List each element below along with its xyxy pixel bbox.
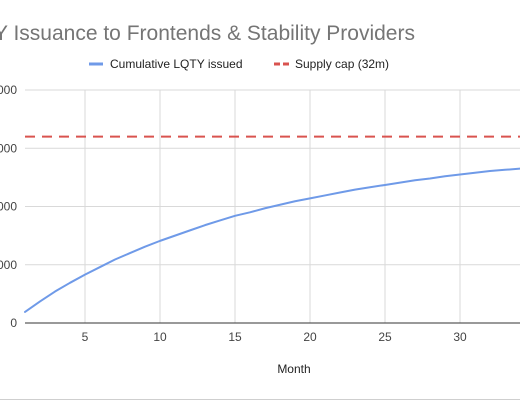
- x-tick-label: 5: [82, 330, 89, 344]
- x-tick-label: 20: [303, 330, 317, 344]
- chart-title: Y Issuance to Frontends & Stability Prov…: [0, 22, 415, 45]
- legend-item: Supply cap (32m): [274, 57, 389, 71]
- x-axis-label: Month: [277, 362, 310, 376]
- series-layer: [24, 135, 520, 313]
- series-line-cumulative-lqty: [24, 167, 520, 313]
- y-tick-label: 000: [0, 141, 17, 155]
- x-tick-label: 25: [378, 330, 392, 344]
- x-tick-label: 15: [228, 330, 242, 344]
- x-tick-label: 30: [453, 330, 467, 344]
- legend-label: Cumulative LQTY issued: [110, 57, 243, 71]
- y-tick-label: 000: [0, 83, 17, 97]
- y-tick-label: 0: [10, 316, 17, 330]
- legend: Cumulative LQTY issued Supply cap (32m): [89, 57, 389, 71]
- x-tick-label: 10: [153, 330, 167, 344]
- legend-label: Supply cap (32m): [295, 57, 389, 71]
- x-axis: 5 10 15 20 25 30: [25, 322, 520, 344]
- legend-item: Cumulative LQTY issued: [89, 57, 243, 71]
- y-tick-label: 000: [0, 258, 17, 272]
- y-tick-label: 000: [0, 200, 17, 214]
